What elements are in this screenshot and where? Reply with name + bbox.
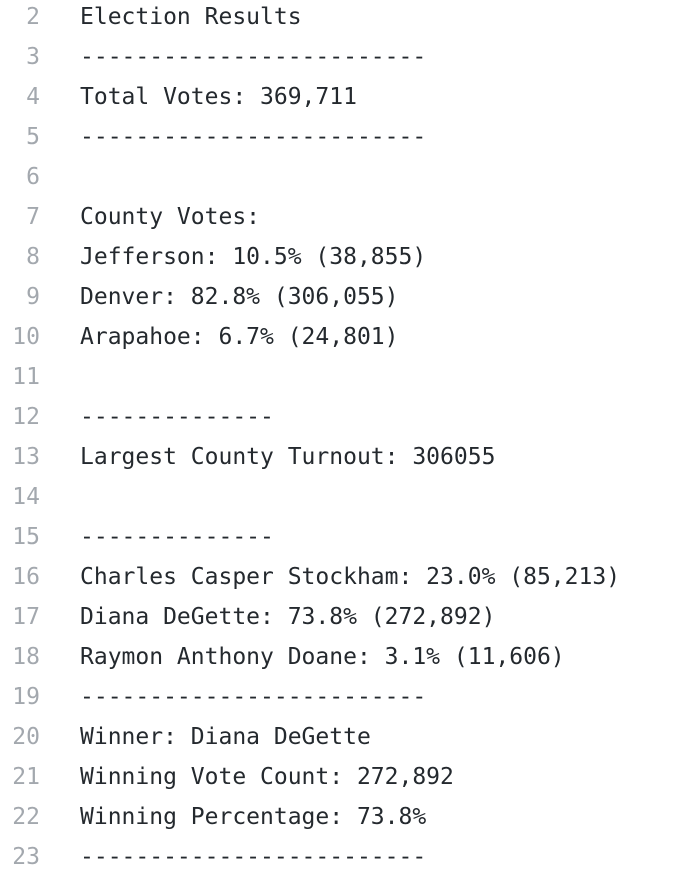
code-line: 5 ------------------------- <box>0 117 674 157</box>
line-number[interactable]: 17 <box>12 604 40 630</box>
code-line: 15 -------------- <box>0 517 674 557</box>
line-text: Election Results <box>80 4 302 30</box>
line-number[interactable]: 19 <box>12 684 40 710</box>
line-number[interactable]: 14 <box>12 484 40 510</box>
line-text <box>80 357 674 397</box>
code-line: 19 ------------------------- <box>0 677 674 717</box>
line-text: Largest County Turnout: 306055 <box>80 444 496 470</box>
line-text: Charles Casper Stockham: 23.0% (85,213) <box>80 564 621 590</box>
line-number[interactable]: 20 <box>12 724 40 750</box>
line-text: Denver: 82.8% (306,055) <box>80 284 399 310</box>
line-text: ------------------------- <box>80 124 427 150</box>
code-line: 9 Denver: 82.8% (306,055) <box>0 277 674 317</box>
line-number[interactable]: 6 <box>26 164 40 190</box>
line-text <box>80 477 674 517</box>
line-number[interactable]: 21 <box>12 764 40 790</box>
line-text: Raymon Anthony Doane: 3.1% (11,606) <box>80 644 565 670</box>
code-line: 2 Election Results <box>0 0 674 37</box>
line-number[interactable]: 8 <box>26 244 40 270</box>
line-text: Jefferson: 10.5% (38,855) <box>80 244 427 270</box>
line-text: ------------------------- <box>80 44 427 70</box>
line-number[interactable]: 15 <box>12 524 40 550</box>
line-number[interactable]: 11 <box>12 364 40 390</box>
code-line: 10 Arapahoe: 6.7% (24,801) <box>0 317 674 357</box>
code-line: 20 Winner: Diana DeGette <box>0 717 674 757</box>
line-number[interactable]: 23 <box>12 844 40 870</box>
line-number[interactable]: 5 <box>26 124 40 150</box>
line-text: Diana DeGette: 73.8% (272,892) <box>80 604 496 630</box>
line-number[interactable]: 13 <box>12 444 40 470</box>
line-text <box>80 157 674 197</box>
line-text: -------------- <box>80 404 274 430</box>
line-text: County Votes: <box>80 204 261 230</box>
code-line: 13 Largest County Turnout: 306055 <box>0 437 674 477</box>
line-number[interactable]: 9 <box>26 284 40 310</box>
line-text: Winning Vote Count: 272,892 <box>80 764 454 790</box>
line-number[interactable]: 2 <box>26 4 40 30</box>
code-line: 18 Raymon Anthony Doane: 3.1% (11,606) <box>0 637 674 677</box>
code-line: 14 <box>0 477 674 517</box>
code-line: 3 ------------------------- <box>0 37 674 77</box>
code-line: 21 Winning Vote Count: 272,892 <box>0 757 674 797</box>
code-line: 17 Diana DeGette: 73.8% (272,892) <box>0 597 674 637</box>
line-number[interactable]: 18 <box>12 644 40 670</box>
line-number[interactable]: 7 <box>26 204 40 230</box>
line-text: ------------------------- <box>80 684 427 710</box>
line-number[interactable]: 16 <box>12 564 40 590</box>
code-line: 11 <box>0 357 674 397</box>
line-text: Winning Percentage: 73.8% <box>80 804 427 830</box>
code-line: 12 -------------- <box>0 397 674 437</box>
code-line: 6 <box>0 157 674 197</box>
code-line: 8 Jefferson: 10.5% (38,855) <box>0 237 674 277</box>
code-line: 23 ------------------------- <box>0 837 674 877</box>
code-line: 16 Charles Casper Stockham: 23.0% (85,21… <box>0 557 674 597</box>
line-text: Total Votes: 369,711 <box>80 84 357 110</box>
line-text: Arapahoe: 6.7% (24,801) <box>80 324 399 350</box>
line-number[interactable]: 12 <box>12 404 40 430</box>
line-number[interactable]: 10 <box>12 324 40 350</box>
line-text: ------------------------- <box>80 844 427 870</box>
line-text: -------------- <box>80 524 274 550</box>
code-line: 22 Winning Percentage: 73.8% <box>0 797 674 837</box>
line-number[interactable]: 22 <box>12 804 40 830</box>
line-text: Winner: Diana DeGette <box>80 724 371 750</box>
line-number[interactable]: 3 <box>26 44 40 70</box>
line-number[interactable]: 4 <box>26 84 40 110</box>
code-line: 4 Total Votes: 369,711 <box>0 77 674 117</box>
code-line: 7 County Votes: <box>0 197 674 237</box>
